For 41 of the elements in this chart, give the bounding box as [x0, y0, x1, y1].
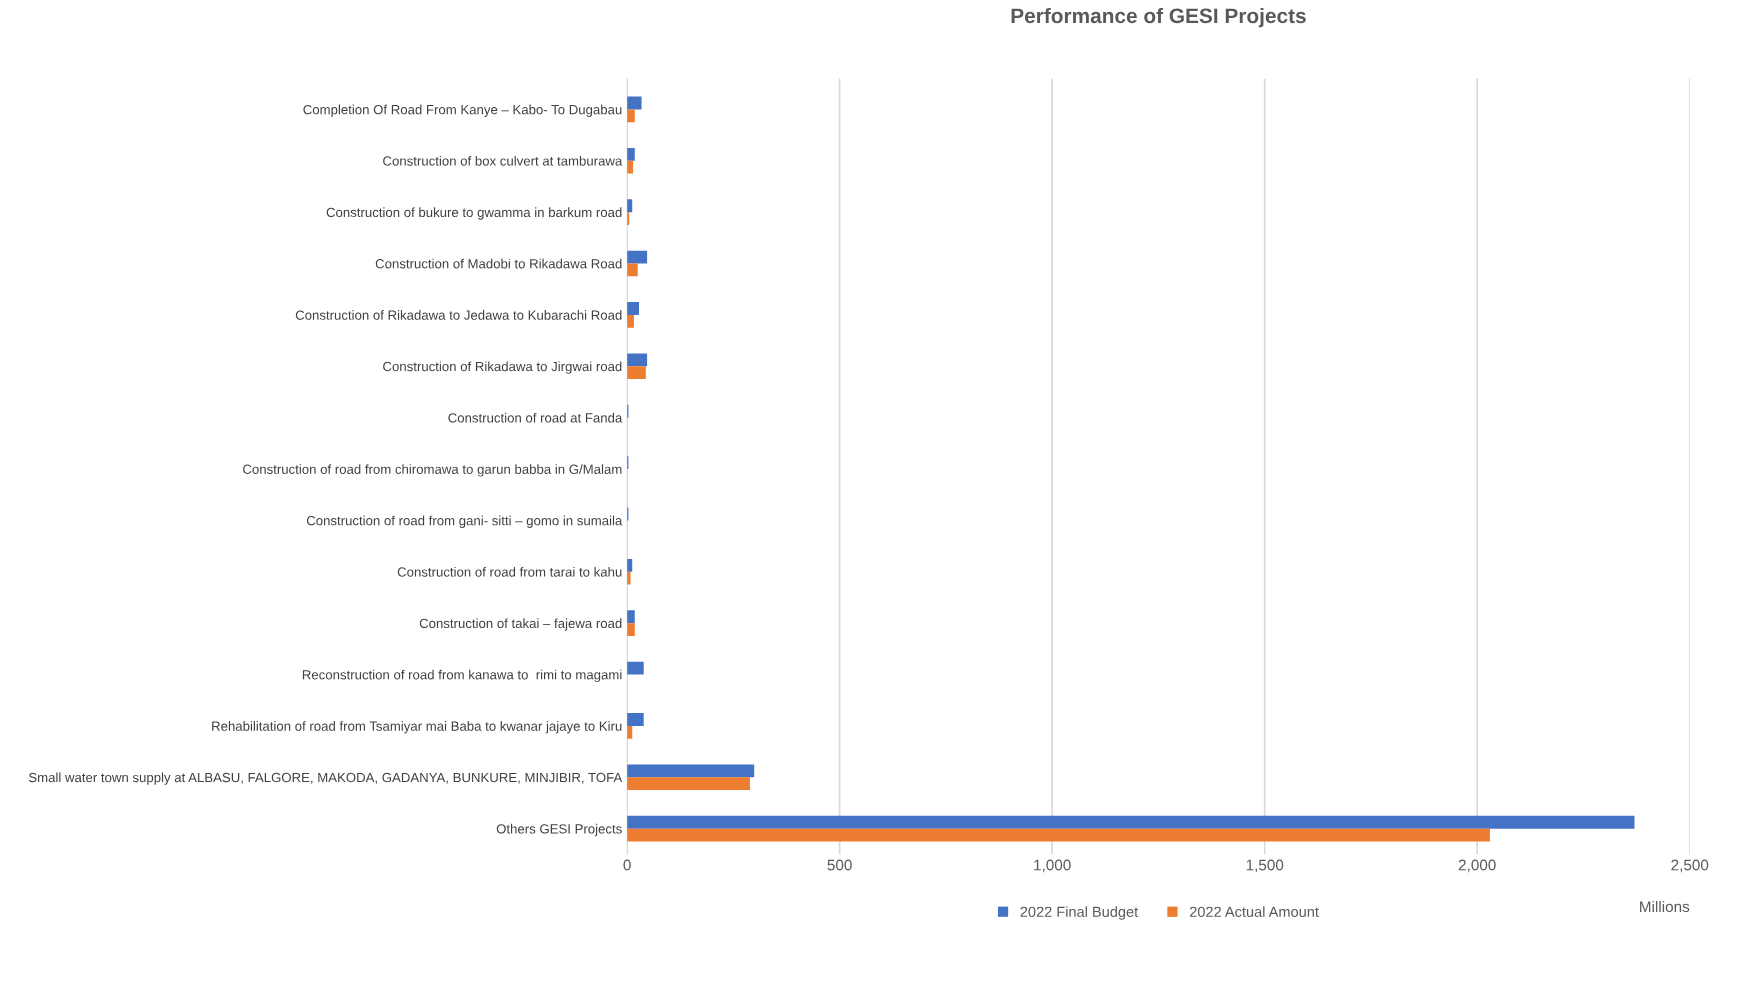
bar — [627, 96, 642, 110]
y-tick-label: Completion Of Road From Kanye – Kabo- To Dugabau — [303, 104, 622, 117]
x-tick-label: 1,000 — [1034, 859, 1071, 873]
bar — [627, 661, 644, 675]
chart-title: Performance of GESI Projects — [1011, 7, 1306, 28]
bar — [627, 109, 635, 123]
bar — [627, 366, 646, 380]
x-tick-label: 2,000 — [1458, 859, 1496, 873]
bar — [627, 250, 648, 264]
y-tick-label: Construction of road at Fanda — [448, 412, 623, 423]
bar — [627, 764, 755, 778]
y-tick-label: Small water town supply at ALBASU, FALGORE, MAKODA, GADANYA, BUNKURE, MINJIBIR, TOFA — [28, 772, 623, 785]
y-tick-label: Construction of road from tarai to kahu — [397, 566, 622, 577]
y-tick-label: Construction of Madobi to Rikadawa Road — [375, 258, 622, 269]
y-tick-label: Construction of Rikadawa to Jedawa to Kubarachi Road — [295, 310, 622, 320]
y-tick-label: Others GESI Projects — [496, 823, 622, 837]
bar — [627, 302, 640, 315]
y-tick-label: Construction of box culvert at tamburawa — [383, 155, 623, 166]
y-tick-label: Rehabilitation of road from Tsamiyar mai Baba to kwanar jajaye to Kiru — [212, 721, 622, 734]
bar — [627, 147, 635, 161]
bar — [627, 815, 1635, 829]
y-tick-label: Construction of road from chiromawa to garun babba in G/Malam — [243, 464, 622, 477]
bar — [627, 713, 644, 726]
bar — [627, 610, 635, 624]
x-tick-label: 2,500 — [1671, 859, 1709, 873]
bar — [627, 623, 635, 636]
y-tick-label: Construction of road from gani- sitti – gomo in sumaila — [306, 515, 623, 528]
x-tick-label: 0 — [623, 859, 631, 871]
y-tick-label: Construction of takai – fajewa road — [419, 618, 622, 631]
y-tick-label: Construction of Rikadawa to Jirgwai road — [383, 361, 622, 374]
legend-label: 2022 Actual Amount — [1189, 906, 1319, 917]
legend-label: 2022 Final Budget — [1020, 906, 1139, 920]
bar — [627, 314, 634, 328]
y-tick-label: Construction of bukure to gwamma in barkum road — [326, 207, 622, 220]
x-axis-title: Millions — [1640, 900, 1690, 913]
bar — [627, 353, 648, 367]
bar — [627, 828, 1490, 842]
y-tick-label: Reconstruction of road from kanawa to rimi to magami — [302, 669, 622, 683]
bar — [627, 777, 750, 791]
x-tick-label: 500 — [827, 859, 852, 871]
x-tick-label: 1,500 — [1246, 859, 1284, 873]
